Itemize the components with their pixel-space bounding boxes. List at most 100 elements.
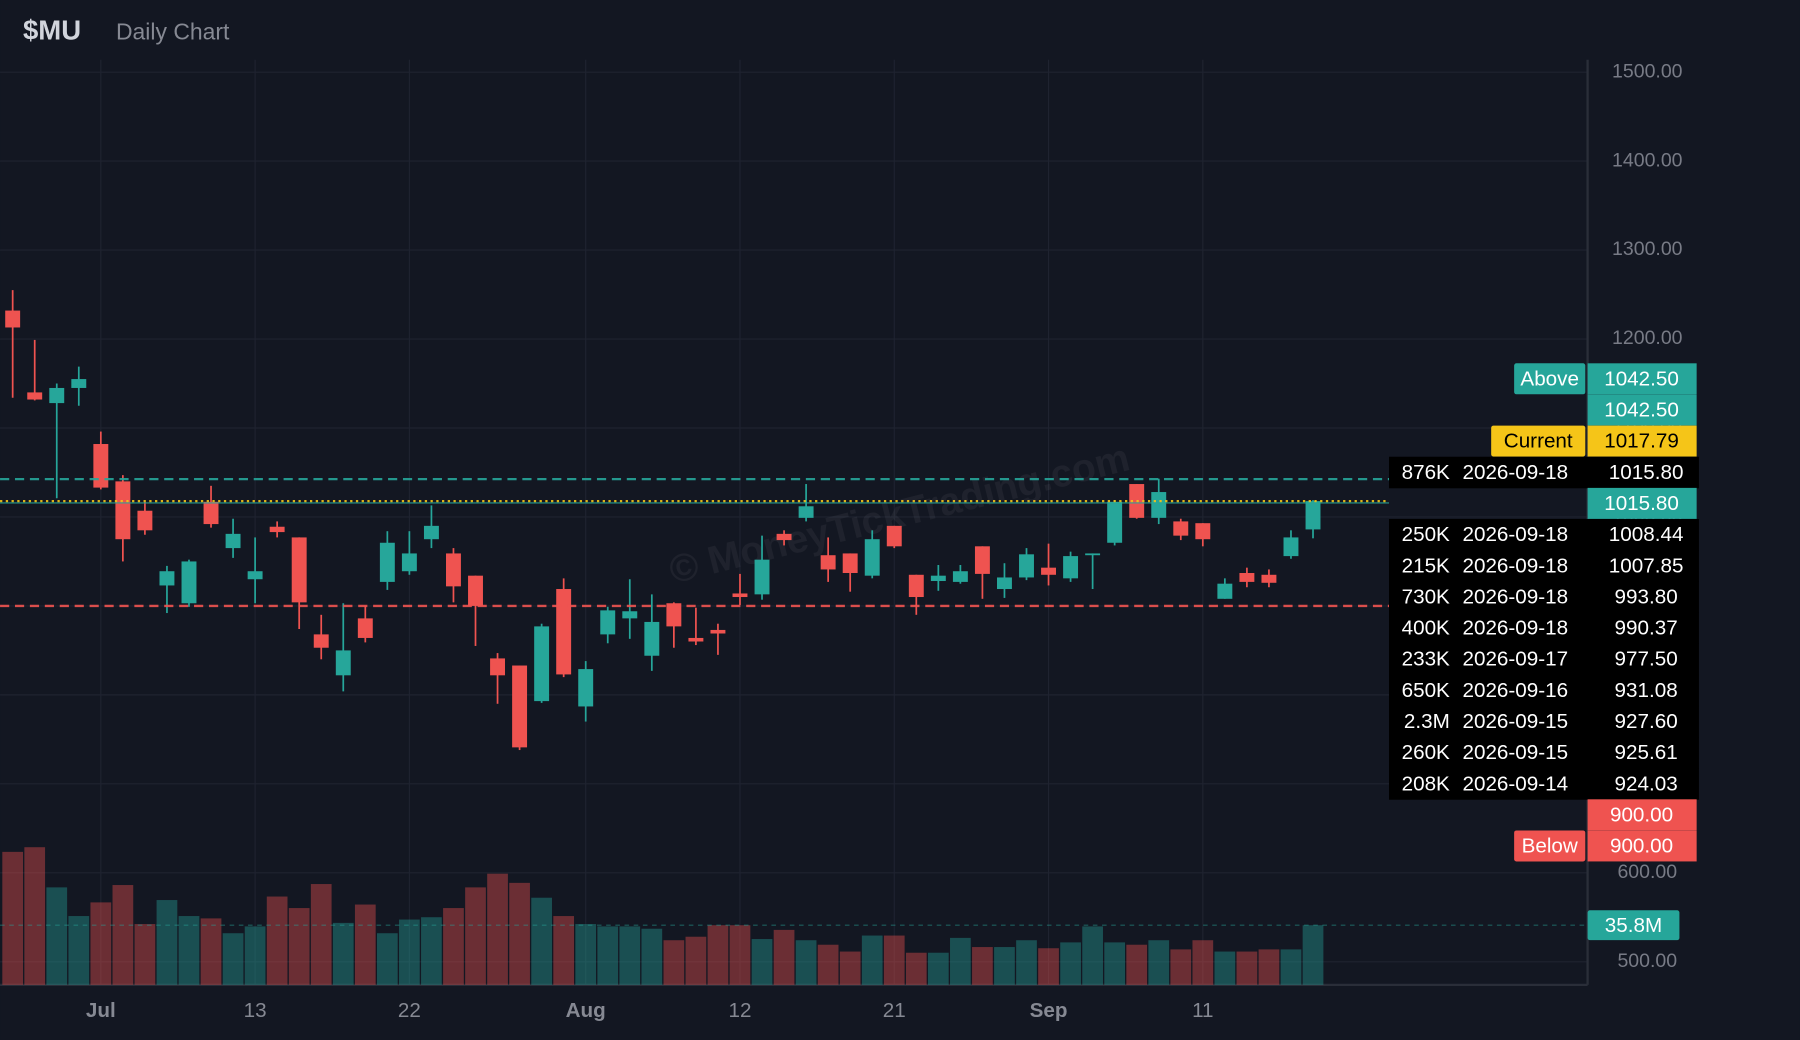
order-price: 925.61 bbox=[1615, 741, 1678, 764]
candle-body bbox=[754, 559, 770, 595]
order-size: 260K bbox=[1402, 741, 1450, 764]
order-price: 977.50 bbox=[1615, 648, 1678, 671]
candle-body bbox=[512, 665, 528, 748]
volume-bar bbox=[839, 951, 861, 985]
candle-body bbox=[379, 542, 395, 582]
volume-bar bbox=[707, 925, 729, 985]
volume-bar bbox=[641, 928, 663, 985]
volume-bar bbox=[795, 940, 817, 985]
volume-bar bbox=[421, 917, 442, 985]
candle-body bbox=[401, 553, 417, 572]
level-tag-box bbox=[1514, 363, 1586, 395]
level-price: 900.00 bbox=[1610, 835, 1673, 858]
x-tick-label: Jul bbox=[86, 999, 116, 1022]
order-row bbox=[1389, 519, 1699, 551]
volume-bar bbox=[134, 924, 156, 985]
volume-bar bbox=[112, 885, 134, 985]
volume-bar bbox=[663, 940, 685, 985]
volume-bar bbox=[883, 935, 905, 985]
order-row bbox=[1389, 456, 1699, 489]
candle-body bbox=[556, 589, 572, 675]
volume-bar bbox=[200, 918, 222, 985]
candle-body bbox=[1195, 523, 1211, 540]
volume-bar bbox=[1192, 940, 1214, 985]
candle-body bbox=[159, 571, 175, 586]
order-price: 924.03 bbox=[1615, 772, 1678, 795]
order-row bbox=[1389, 705, 1699, 738]
level-tag: Current bbox=[1504, 430, 1573, 453]
volume-bar bbox=[2, 851, 24, 985]
x-tick-label: 21 bbox=[883, 999, 906, 1022]
candle-body bbox=[446, 553, 461, 587]
order-price: 990.37 bbox=[1615, 617, 1678, 640]
order-date: 2026-09-14 bbox=[1462, 772, 1568, 795]
order-size: 208K bbox=[1402, 772, 1450, 795]
volume-bar bbox=[817, 944, 839, 985]
candle-body bbox=[820, 555, 836, 570]
order-size: 876K bbox=[1402, 461, 1450, 484]
level-price: 1015.80 bbox=[1604, 492, 1679, 515]
volume-bar bbox=[178, 916, 200, 985]
order-price: 1007.85 bbox=[1609, 554, 1684, 577]
candle-body bbox=[1217, 583, 1233, 599]
level-price-box bbox=[1587, 487, 1697, 519]
order-size: 250K bbox=[1402, 523, 1450, 546]
volume-bar bbox=[46, 887, 68, 985]
candle-body bbox=[1019, 554, 1034, 578]
candle-body bbox=[1041, 567, 1056, 575]
level-price-box bbox=[1587, 425, 1697, 457]
volume-bar bbox=[1148, 940, 1170, 985]
candle-body bbox=[115, 481, 131, 540]
order-date: 2026-09-16 bbox=[1462, 679, 1568, 702]
order-price: 1015.80 bbox=[1609, 461, 1684, 484]
y-tick-label: 1500.00 bbox=[1612, 60, 1683, 82]
volume-bar bbox=[1082, 926, 1103, 985]
candle-body bbox=[842, 553, 858, 574]
order-price: 1008.44 bbox=[1609, 523, 1684, 546]
y-tick-label: 1200.00 bbox=[1612, 327, 1683, 349]
title: $MU bbox=[23, 14, 81, 45]
candle-body bbox=[952, 571, 968, 582]
candle-body bbox=[1305, 501, 1321, 530]
x-tick-label: 13 bbox=[244, 999, 267, 1022]
volume-bar bbox=[994, 947, 1015, 985]
candle-body bbox=[644, 621, 660, 656]
volume-label-box bbox=[1587, 910, 1680, 941]
order-row bbox=[1389, 581, 1699, 613]
order-size: 400K bbox=[1402, 617, 1450, 640]
level-price: 1017.79 bbox=[1604, 430, 1679, 453]
candle-body bbox=[710, 629, 726, 634]
candle-body bbox=[247, 571, 263, 580]
candle-body bbox=[27, 392, 43, 400]
candle-body bbox=[137, 510, 153, 531]
candle-body bbox=[181, 561, 197, 604]
order-date: 2026-09-18 bbox=[1462, 523, 1568, 546]
level-price: 1042.50 bbox=[1604, 399, 1679, 422]
level-price: 900.00 bbox=[1610, 803, 1673, 826]
volume-bar bbox=[68, 916, 90, 985]
candle-body bbox=[600, 610, 616, 635]
order-price: 993.80 bbox=[1615, 585, 1678, 608]
candle-body bbox=[798, 506, 814, 518]
candle-body bbox=[622, 611, 638, 619]
volume-bar bbox=[354, 904, 376, 985]
x-tick-label: 22 bbox=[398, 999, 421, 1022]
order-date: 2026-09-18 bbox=[1462, 554, 1568, 577]
volume-bar bbox=[24, 847, 46, 985]
candle-body bbox=[49, 387, 65, 404]
volume-bar bbox=[751, 939, 773, 985]
candle-body bbox=[1063, 556, 1079, 579]
candle-body bbox=[357, 618, 373, 638]
candle-body bbox=[666, 603, 682, 627]
candle-body bbox=[776, 533, 792, 541]
order-price: 931.08 bbox=[1615, 679, 1678, 702]
volume-bar bbox=[972, 947, 993, 985]
candle-body bbox=[1107, 501, 1123, 543]
y-tick-label: 1400.00 bbox=[1612, 149, 1683, 171]
order-row bbox=[1389, 643, 1699, 676]
volume-bar bbox=[399, 919, 420, 985]
candle-body bbox=[490, 658, 506, 676]
volume-bar bbox=[950, 937, 971, 985]
candle-body bbox=[335, 650, 351, 676]
